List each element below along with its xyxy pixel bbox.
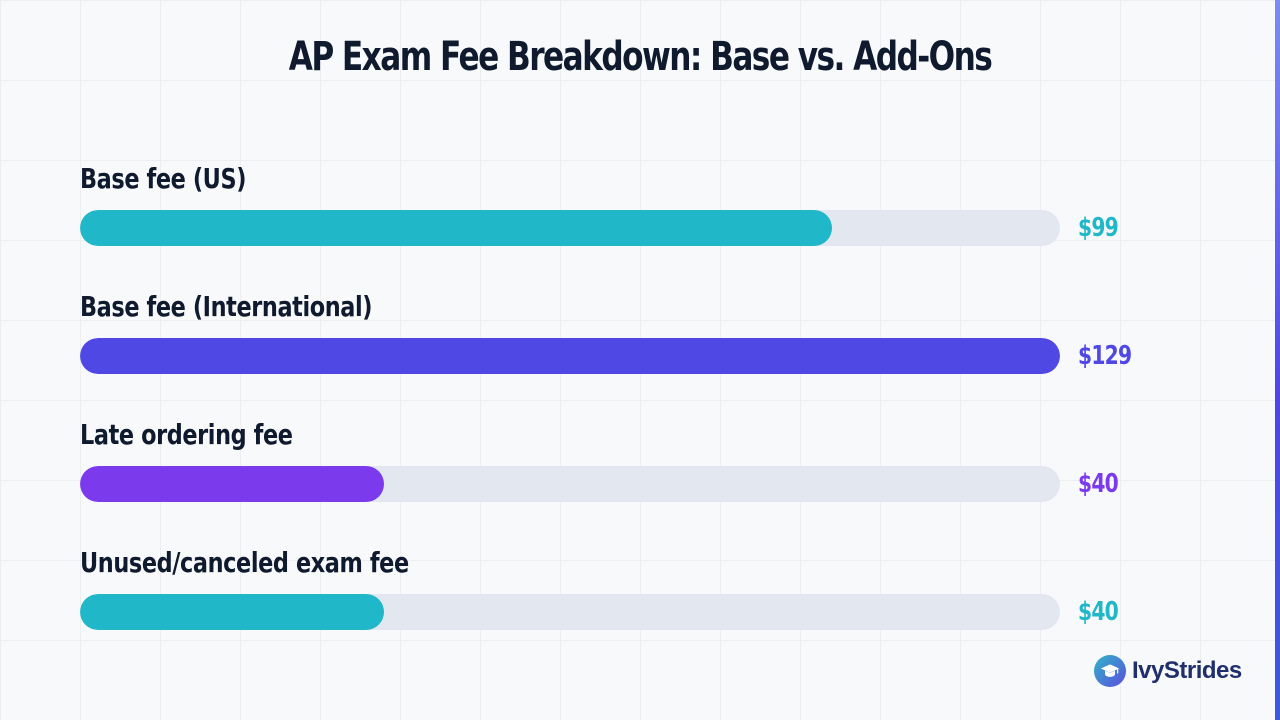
bar-track	[80, 338, 1060, 374]
brand-name: IvyStrides	[1132, 657, 1242, 684]
bar-label: Late ordering fee	[80, 418, 293, 451]
bar-track	[80, 594, 1060, 630]
bar	[80, 338, 1060, 374]
bar-track	[80, 210, 1060, 246]
bar-label: Base fee (International)	[80, 290, 373, 323]
bar-value-label: $99	[1078, 213, 1119, 243]
bar-value-label: $40	[1078, 597, 1119, 627]
graduation-cap-icon	[1094, 655, 1126, 687]
bar	[80, 210, 832, 246]
bar-track	[80, 466, 1060, 502]
bar-label: Unused/canceled exam fee	[80, 546, 409, 579]
bar-label: Base fee (US)	[80, 162, 247, 195]
chart-title: AP Exam Fee Breakdown: Base vs. Add-Ons	[288, 34, 993, 80]
bar-value-label: $40	[1078, 469, 1119, 499]
bar	[80, 594, 384, 630]
right-accent-strip	[1275, 0, 1280, 720]
bar-value-label: $129	[1078, 341, 1132, 371]
bar	[80, 466, 384, 502]
brand-logo: IvyStrides	[1094, 655, 1242, 687]
